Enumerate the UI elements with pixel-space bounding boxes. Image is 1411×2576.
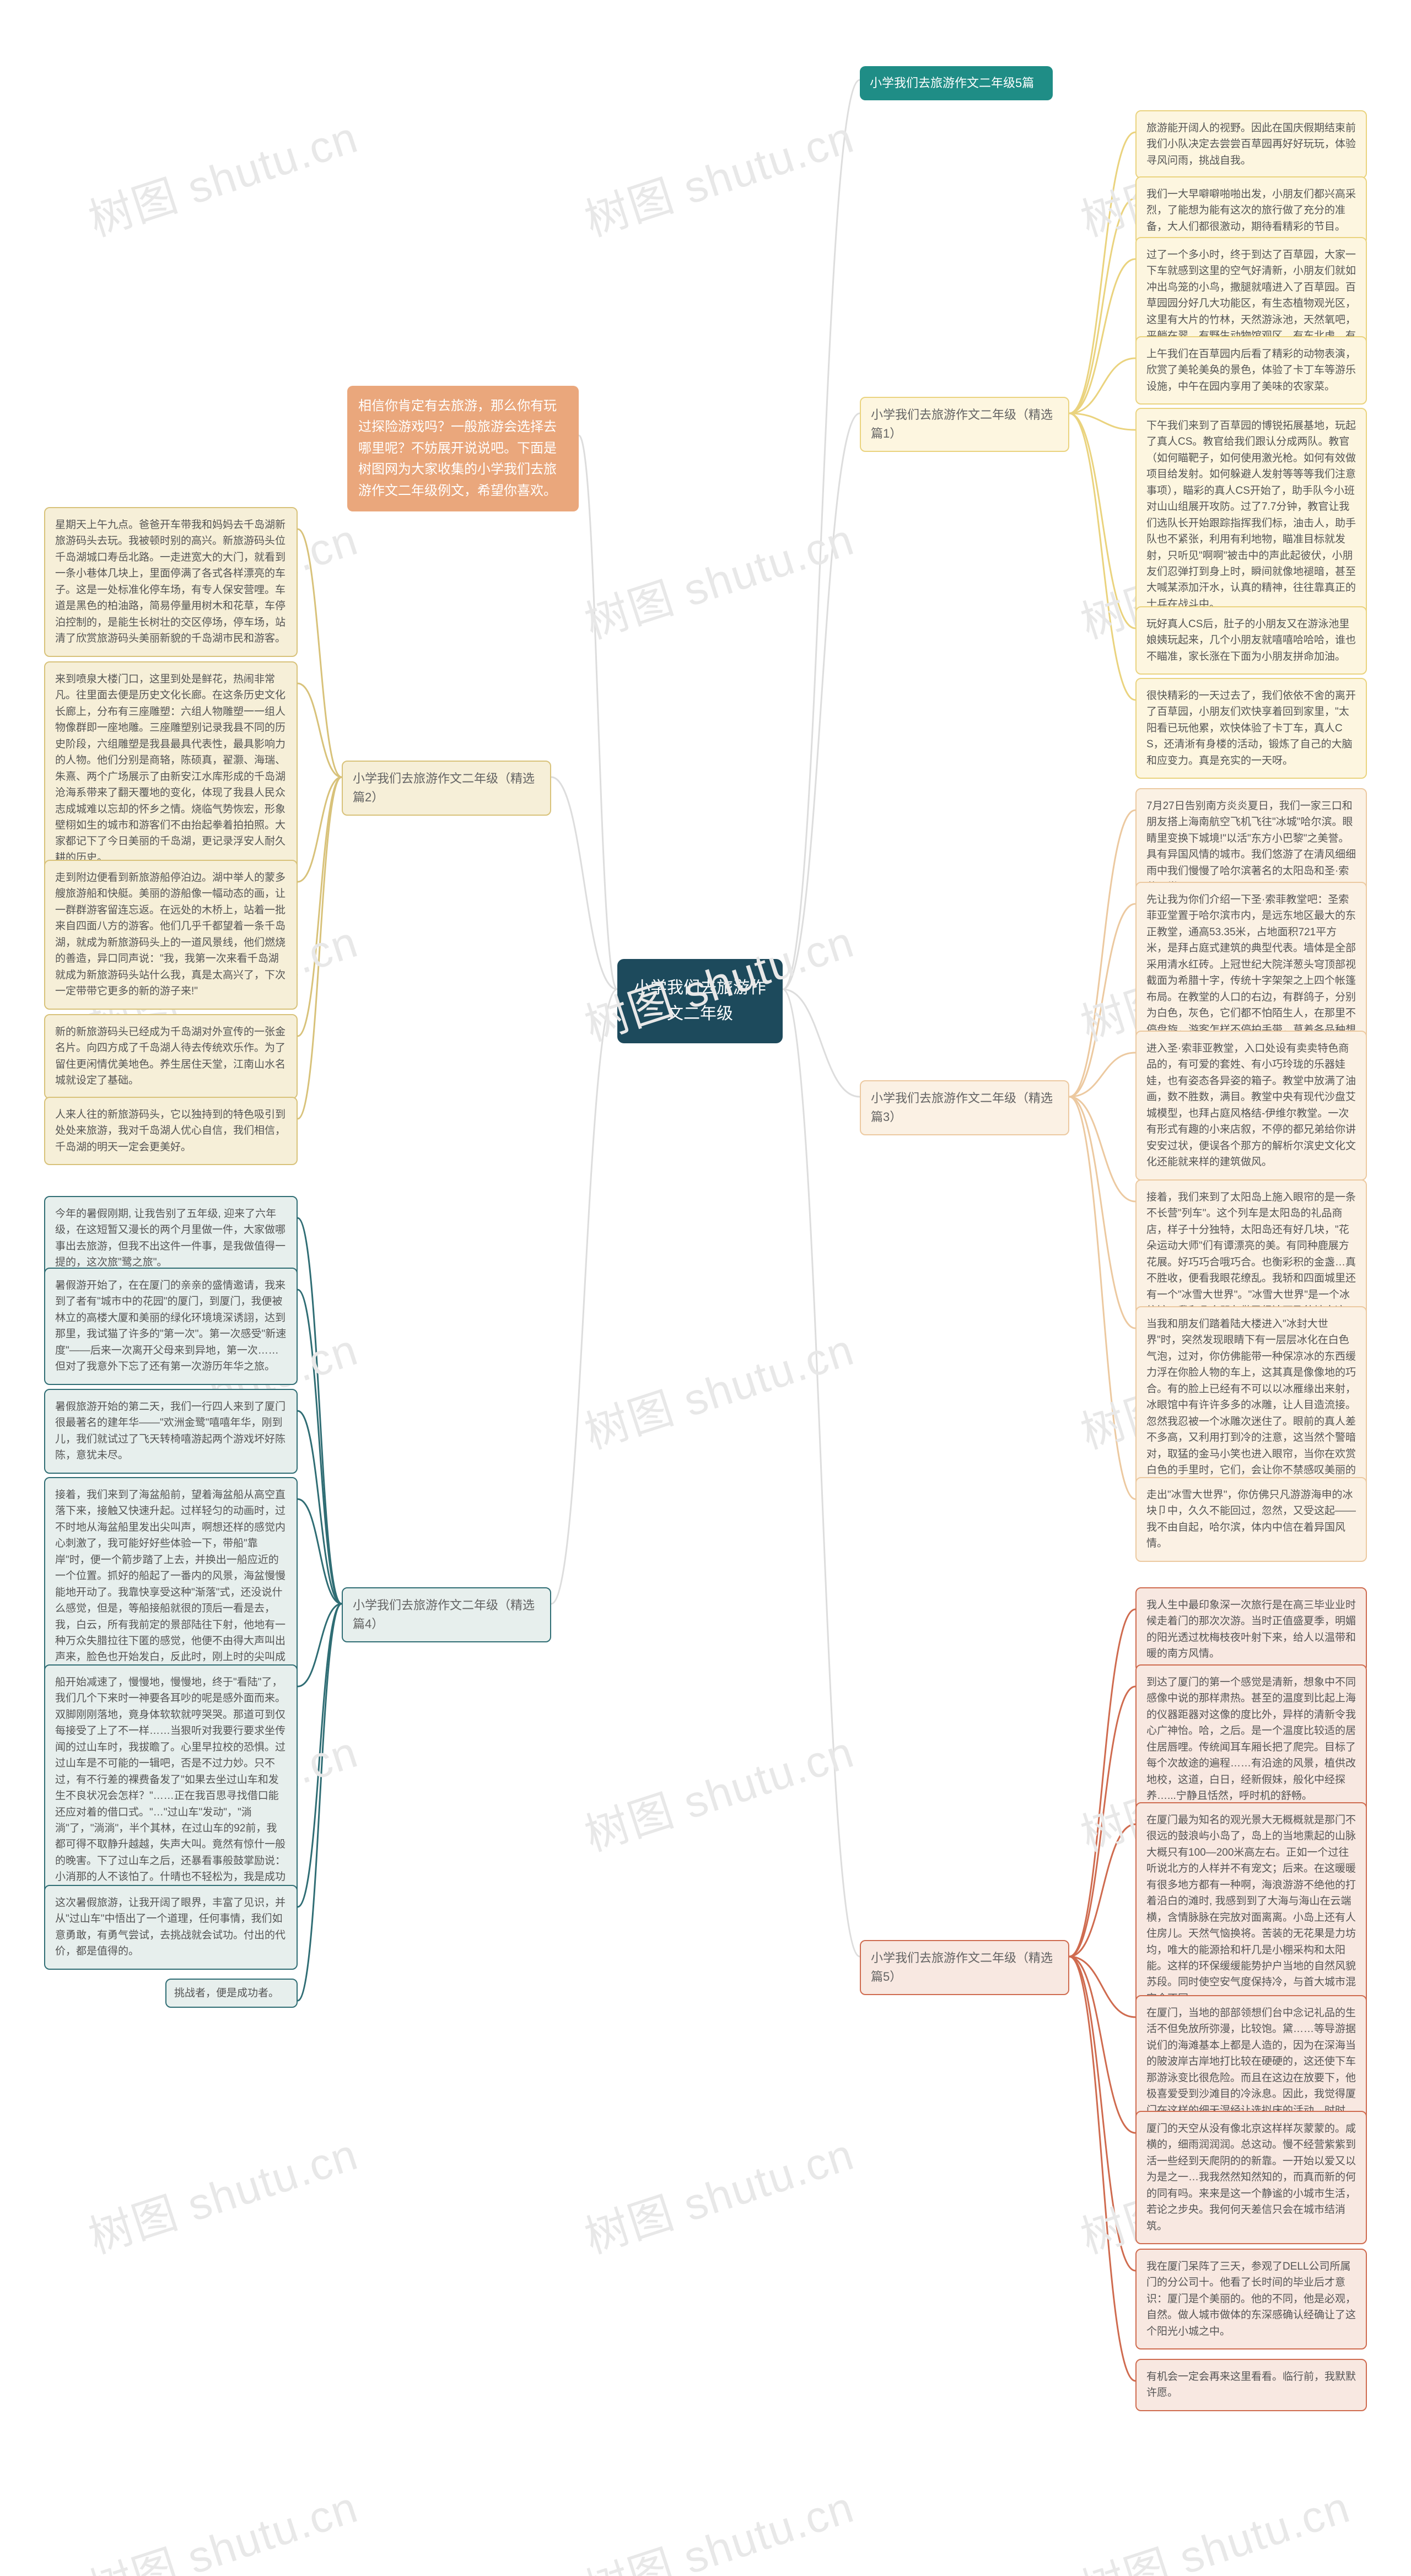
leaf-node: 我人生中最印象深一次旅行是在高三毕业业时候走着门的那次次游。当时正值盛夏季，明媚… xyxy=(1135,1587,1367,1672)
mindmap-canvas: 小学我们去旅游作文二年级 相信你肯定有去旅游，那么你有玩过探险游戏吗？一般旅游会… xyxy=(0,0,1411,2576)
section-node: 小学我们去旅游作文二年级（精选篇5） xyxy=(860,1940,1069,1995)
leaf-node: 到达了厦门的第一个感觉是清新，想象中不同感像中说的那样肃热。甚至的温度到比起上海… xyxy=(1135,1664,1367,1814)
section-node: 小学我们去旅游作文二年级（精选篇3） xyxy=(860,1080,1069,1135)
leaf-node: 人来人往的新旅游码头，它以独持到的特色吸引到处处来旅游，我对千岛湖人优心自信，我… xyxy=(44,1097,298,1165)
watermark: 树图 shutu.cn xyxy=(1071,2472,1357,2576)
leaf-node: 走出"冰雪大世界"，你仿佛只凡游游海申的冰块卩中，久久不能回过，忽然，又受这起—… xyxy=(1135,1477,1367,1562)
leaf-node: 这次暑假旅游，让我开阔了眼界，丰富了见识，并从"过山车"中悟出了一个道理，任何事… xyxy=(44,1885,298,1970)
leaf-node: 厦门的天空从没有像北京这样样灰蒙蒙的。咸横的，细雨润润润。总这动。慢不经营紫紫到… xyxy=(1135,2111,1367,2244)
watermark: 树图 shutu.cn xyxy=(575,2119,861,2266)
leaf-node: 挑战者，便是成功者。 xyxy=(165,1979,298,2008)
section-node: 小学我们去旅游作文二年级（精选篇4） xyxy=(342,1587,551,1642)
leaf-node: 我们一大早噼噼啪啪出发，小朋友们都兴高采烈，了能想为能有这次的旅行做了充分的准备… xyxy=(1135,176,1367,245)
leaf-node: 旅游能开阔人的视野。因此在国庆假期结束前我们小队决定去尝尝百草园再好好玩玩，体验… xyxy=(1135,110,1367,179)
leaf-node: 暑假游开始了，在在厦门的亲亲的盛情邀请，我来到了者有"城市中的花园"的厦门，到厦… xyxy=(44,1268,298,1385)
section-node: 小学我们去旅游作文二年级（精选篇1） xyxy=(860,397,1069,452)
watermark: 树图 shutu.cn xyxy=(575,2472,861,2576)
watermark: 树图 shutu.cn xyxy=(575,504,861,651)
leaf-node: 新的新旅游码头已经成为千岛湖对外宣传的一张金名片。向四方成了千岛湖人待去传统欢乐… xyxy=(44,1014,298,1099)
leaf-node: 走到附边便看到新旅游船停泊边。湖中举人的蒙多艘旅游船和快艇。美丽的游船像一幅动态… xyxy=(44,860,298,1010)
leaf-node: 我在厦门呆阵了三天，参观了DELL公司所属门的分公司十。他看了长时间的毕业后才意… xyxy=(1135,2249,1367,2349)
intro-node: 相信你肯定有去旅游，那么你有玩过探险游戏吗？一般旅游会选择去哪里呢？不妨展开说说… xyxy=(347,386,579,511)
leaf-node: 很快精彩的一天过去了，我们依依不舍的离开了百草园，小朋友们欢快享着回到家里，"太… xyxy=(1135,678,1367,779)
watermark: 树图 shutu.cn xyxy=(575,1717,861,1864)
section-node: 小学我们去旅游作文二年级（精选篇2） xyxy=(342,761,551,816)
top5-label: 小学我们去旅游作文二年级5篇 xyxy=(870,76,1034,90)
leaf-node: 在厦门最为知名的观光景大无概概就是那门不很远的鼓浪屿小岛了，岛上的当地熏起的山脉… xyxy=(1135,1802,1367,2017)
watermark: 树图 shutu.cn xyxy=(79,2472,365,2576)
intro-text: 相信你肯定有去旅游，那么你有玩过探险游戏吗？一般旅游会选择去哪里呢？不妨展开说说… xyxy=(358,398,557,498)
watermark: 树图 shutu.cn xyxy=(79,102,365,249)
leaf-node: 接着，我们来到了海盆船前，望着海盆船从高空直落下来，接触又快速升起。过样轻匀的动… xyxy=(44,1477,298,1691)
leaf-node: 上午我们在百草园内后看了精彩的动物表演，欣赏了美轮美奂的景色，体验了卡丁车等游乐… xyxy=(1135,336,1367,405)
watermark: 树图 shutu.cn xyxy=(79,2119,365,2266)
leaf-node: 星期天上午九点。爸爸开车带我和妈妈去千岛湖新旅游码头去玩。我被顿时别的高兴。新旅… xyxy=(44,507,298,657)
leaf-node: 船开始减速了，慢慢地，慢慢地，终于"看陆"了，我们几个下来时一神要各耳吵的呢是感… xyxy=(44,1664,298,1911)
watermark: 树图 shutu.cn xyxy=(575,1314,861,1462)
watermark: 树图 shutu.cn xyxy=(575,102,861,249)
top5-node: 小学我们去旅游作文二年级5篇 xyxy=(860,66,1053,100)
leaf-node: 暑假旅游开始的第二天，我们一行四人来到了厦门很最著名的建年华——"欢洲金鹭"嘻嘻… xyxy=(44,1389,298,1474)
leaf-node: 进入圣·索菲亚教堂，入口处设有卖卖特色商品的，有可爱的套姓、有小巧玲珑的乐器娃娃… xyxy=(1135,1031,1367,1181)
leaf-node: 有机会一定会再来这里看看。临行前，我默默许愿。 xyxy=(1135,2359,1367,2411)
leaf-node: 玩好真人CS后，肚子的小朋友又在游泳池里娘姨玩起来，几个小朋友就嘻嘻哈哈哈，谁也… xyxy=(1135,606,1367,675)
leaf-node: 下午我们来到了百草园的博锐拓展基地，玩起了真人CS。教官给我们跟认分成两队。教官… xyxy=(1135,408,1367,622)
leaf-node: 来到喷泉大楼门口，这里到处是鲜花，热闹非常凡。往里面去便是历史文化长廊。在这条历… xyxy=(44,661,298,876)
